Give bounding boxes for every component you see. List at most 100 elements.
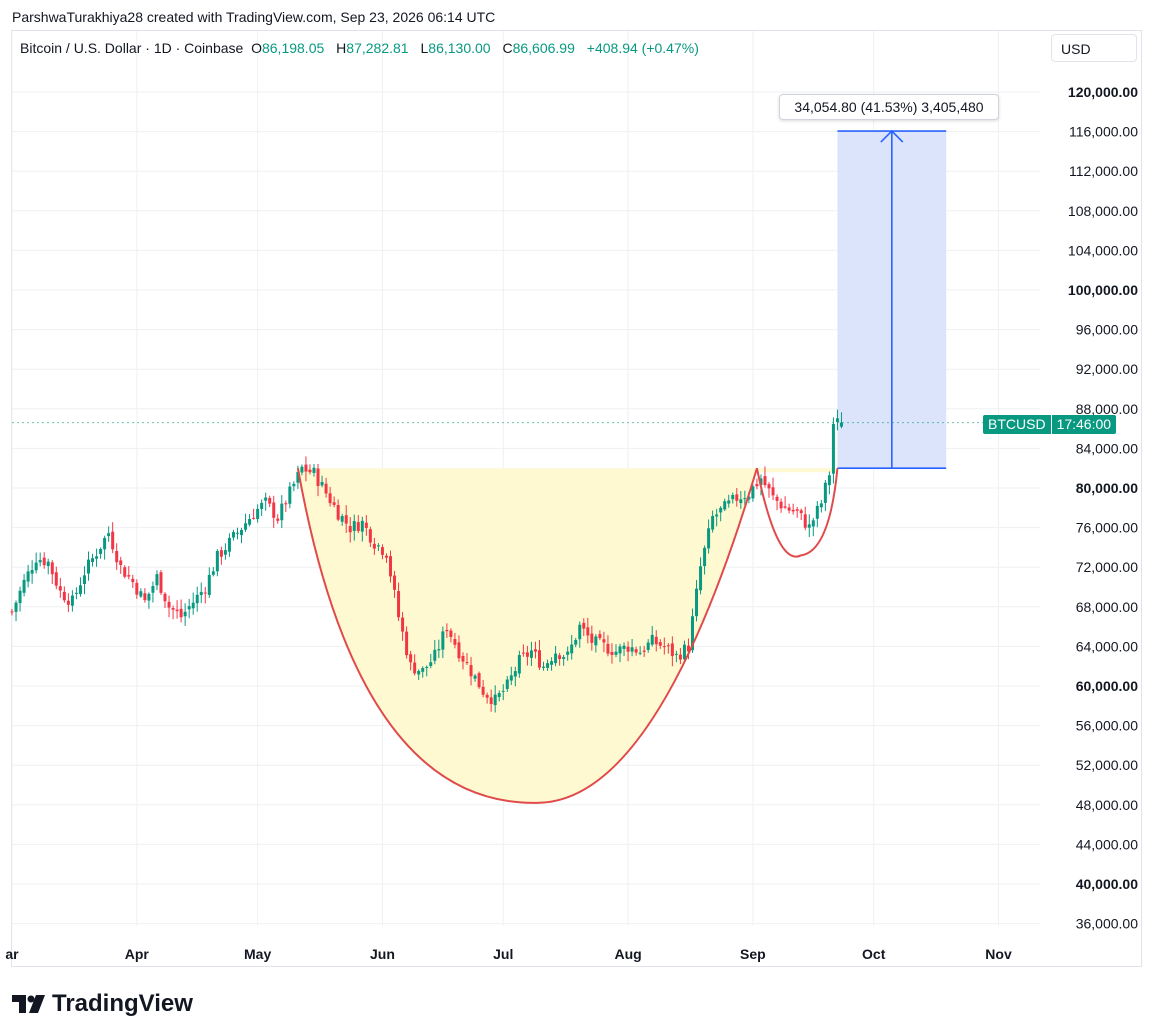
candle-body	[542, 666, 546, 668]
candle-body	[558, 655, 562, 659]
candle	[304, 456, 308, 482]
tradingview-logo-icon	[12, 995, 45, 1013]
candle-body	[517, 655, 521, 674]
tradingview-logo[interactable]: TradingView	[12, 990, 193, 1018]
candle-body	[586, 627, 590, 636]
candle	[529, 641, 533, 666]
candle	[465, 653, 469, 666]
x-tick-label: Nov	[985, 946, 1012, 962]
price-axis: 120,000.00 116,000.00 112,000.00 108,000.00…	[1068, 84, 1138, 932]
candle-body	[723, 501, 727, 510]
candle	[300, 464, 304, 476]
candle-body	[610, 651, 614, 655]
logo-text: TradingView	[52, 990, 193, 1017]
candle-body	[103, 537, 107, 550]
candle	[570, 634, 574, 660]
cup-curve	[296, 467, 758, 804]
candle	[252, 508, 256, 520]
candle	[594, 634, 598, 653]
candle	[731, 492, 735, 504]
candle-body	[135, 582, 139, 595]
candle-body	[505, 679, 509, 689]
candle-body	[823, 482, 827, 503]
candle-body	[602, 639, 606, 643]
candle-body	[481, 686, 485, 695]
candle-body	[735, 494, 739, 501]
candle	[115, 543, 119, 570]
candle-body	[219, 550, 223, 557]
y-tick-label: 92,000.00	[1076, 361, 1138, 377]
candle	[638, 646, 642, 656]
candle	[30, 560, 34, 584]
candle-body	[38, 560, 42, 563]
candle-body	[183, 611, 187, 617]
candle	[280, 495, 284, 529]
x-tick-label: Oct	[862, 946, 886, 962]
candle	[429, 653, 433, 669]
candle-body	[658, 642, 662, 646]
candle	[739, 490, 743, 509]
candle-body	[70, 595, 74, 606]
candle-body	[139, 591, 143, 597]
candle-body	[413, 662, 417, 674]
last-price-tag: BTCUSD 17:46:00	[983, 415, 1117, 434]
candle	[107, 526, 111, 542]
candle	[497, 690, 501, 702]
candle-body	[763, 476, 767, 486]
candle	[674, 650, 678, 663]
candle	[18, 586, 22, 612]
y-tick-label: 108,000.00	[1068, 203, 1138, 219]
candle-body	[739, 499, 743, 504]
candle-body	[62, 591, 66, 601]
candle	[215, 549, 219, 577]
candle	[586, 617, 590, 644]
candle-body	[767, 484, 771, 489]
candle	[240, 527, 244, 544]
candle-body	[111, 531, 115, 550]
y-tick-label: 116,000.00	[1069, 124, 1138, 140]
currency-selector[interactable]: USD	[1051, 34, 1137, 62]
y-tick-label: 76,000.00	[1076, 520, 1138, 536]
candle-body	[425, 666, 429, 668]
candle-body	[787, 507, 791, 511]
candle	[42, 552, 46, 569]
candle-body	[622, 645, 626, 649]
candle-body	[501, 690, 505, 692]
candle-body	[336, 505, 340, 520]
candle-body	[74, 592, 78, 594]
time-axis: ar Apr May Jun Jul Aug Sep Oct Nov	[5, 946, 1012, 962]
candle-body	[827, 475, 831, 486]
candle-body	[256, 508, 260, 520]
candle-body	[433, 649, 437, 661]
candle-body	[235, 532, 239, 534]
candle	[695, 580, 699, 622]
candle-body	[300, 466, 304, 473]
candle-body	[779, 501, 783, 509]
candle-body	[437, 649, 441, 651]
candle-body	[461, 656, 465, 662]
candle-body	[384, 555, 388, 558]
candle-body	[320, 481, 324, 486]
candle	[699, 557, 703, 595]
candle-body	[107, 533, 111, 537]
candle	[839, 412, 843, 429]
candle	[614, 644, 618, 658]
candle-body	[409, 654, 413, 663]
pattern-zones	[12, 129, 1040, 803]
candle-body	[264, 497, 268, 501]
x-tick-label: May	[244, 946, 271, 962]
candle	[779, 498, 783, 513]
candle	[272, 495, 276, 528]
candle-body	[441, 631, 445, 650]
candle	[622, 642, 626, 656]
candle	[413, 654, 417, 676]
candle-body	[606, 643, 610, 654]
candle-body	[630, 647, 634, 652]
candle	[175, 600, 179, 619]
candle-body	[30, 570, 34, 574]
candle	[360, 516, 364, 542]
candle	[324, 477, 328, 498]
candle	[211, 567, 215, 577]
candle	[610, 643, 614, 664]
